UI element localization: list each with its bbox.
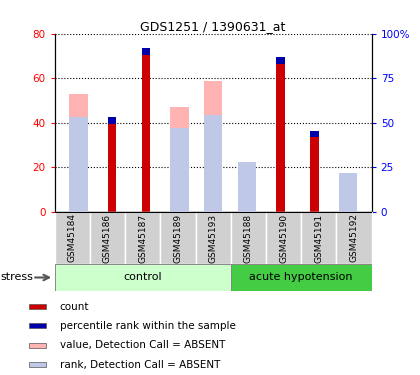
Text: count: count [60,302,89,312]
Title: GDS1251 / 1390631_at: GDS1251 / 1390631_at [140,20,286,33]
Bar [69,121,87,212]
Text: rank, Detection Call = ABSENT: rank, Detection Call = ABSENT [60,360,220,370]
Bar [29,362,46,367]
Bar [108,117,116,124]
Bar [339,173,357,180]
Bar [336,212,372,264]
Text: GSM45191: GSM45191 [314,213,323,262]
Text: GSM45184: GSM45184 [68,213,77,262]
Text: GSM45193: GSM45193 [209,213,218,262]
Bar [231,212,266,264]
Bar [29,304,46,309]
Bar [204,118,223,212]
Bar [310,134,318,212]
Bar [170,128,189,135]
Bar [231,264,372,291]
Bar [238,162,256,168]
Text: control: control [123,273,162,282]
Bar [339,190,357,212]
Bar [108,121,116,212]
Bar [266,212,301,264]
Text: GSM45186: GSM45186 [103,213,112,262]
Bar [29,343,46,348]
Bar [204,115,223,122]
Text: GSM45190: GSM45190 [279,213,288,262]
Bar [170,107,189,212]
Bar [29,323,46,328]
Bar [170,132,189,212]
Bar [339,176,357,212]
Text: value, Detection Call = ABSENT: value, Detection Call = ABSENT [60,340,225,350]
Text: percentile rank within the sample: percentile rank within the sample [60,321,236,331]
Bar [69,94,87,212]
Bar [238,170,256,212]
Bar [55,212,90,264]
Bar [160,212,196,264]
Text: GSM45188: GSM45188 [244,213,253,262]
Bar [125,212,160,264]
Bar [301,212,336,264]
Bar [310,130,318,137]
Bar [196,212,231,264]
Bar [204,81,223,212]
Bar [276,57,285,64]
Bar [142,52,150,212]
Text: GSM45192: GSM45192 [349,213,359,262]
Text: acute hypotension: acute hypotension [249,273,353,282]
Bar [69,117,87,124]
Text: GSM45187: GSM45187 [138,213,147,262]
Bar [142,48,150,55]
Bar [55,264,231,291]
Text: stress: stress [0,273,33,282]
Text: GSM45189: GSM45189 [173,213,182,262]
Bar [238,165,256,212]
Bar [90,212,125,264]
Bar [276,60,285,212]
